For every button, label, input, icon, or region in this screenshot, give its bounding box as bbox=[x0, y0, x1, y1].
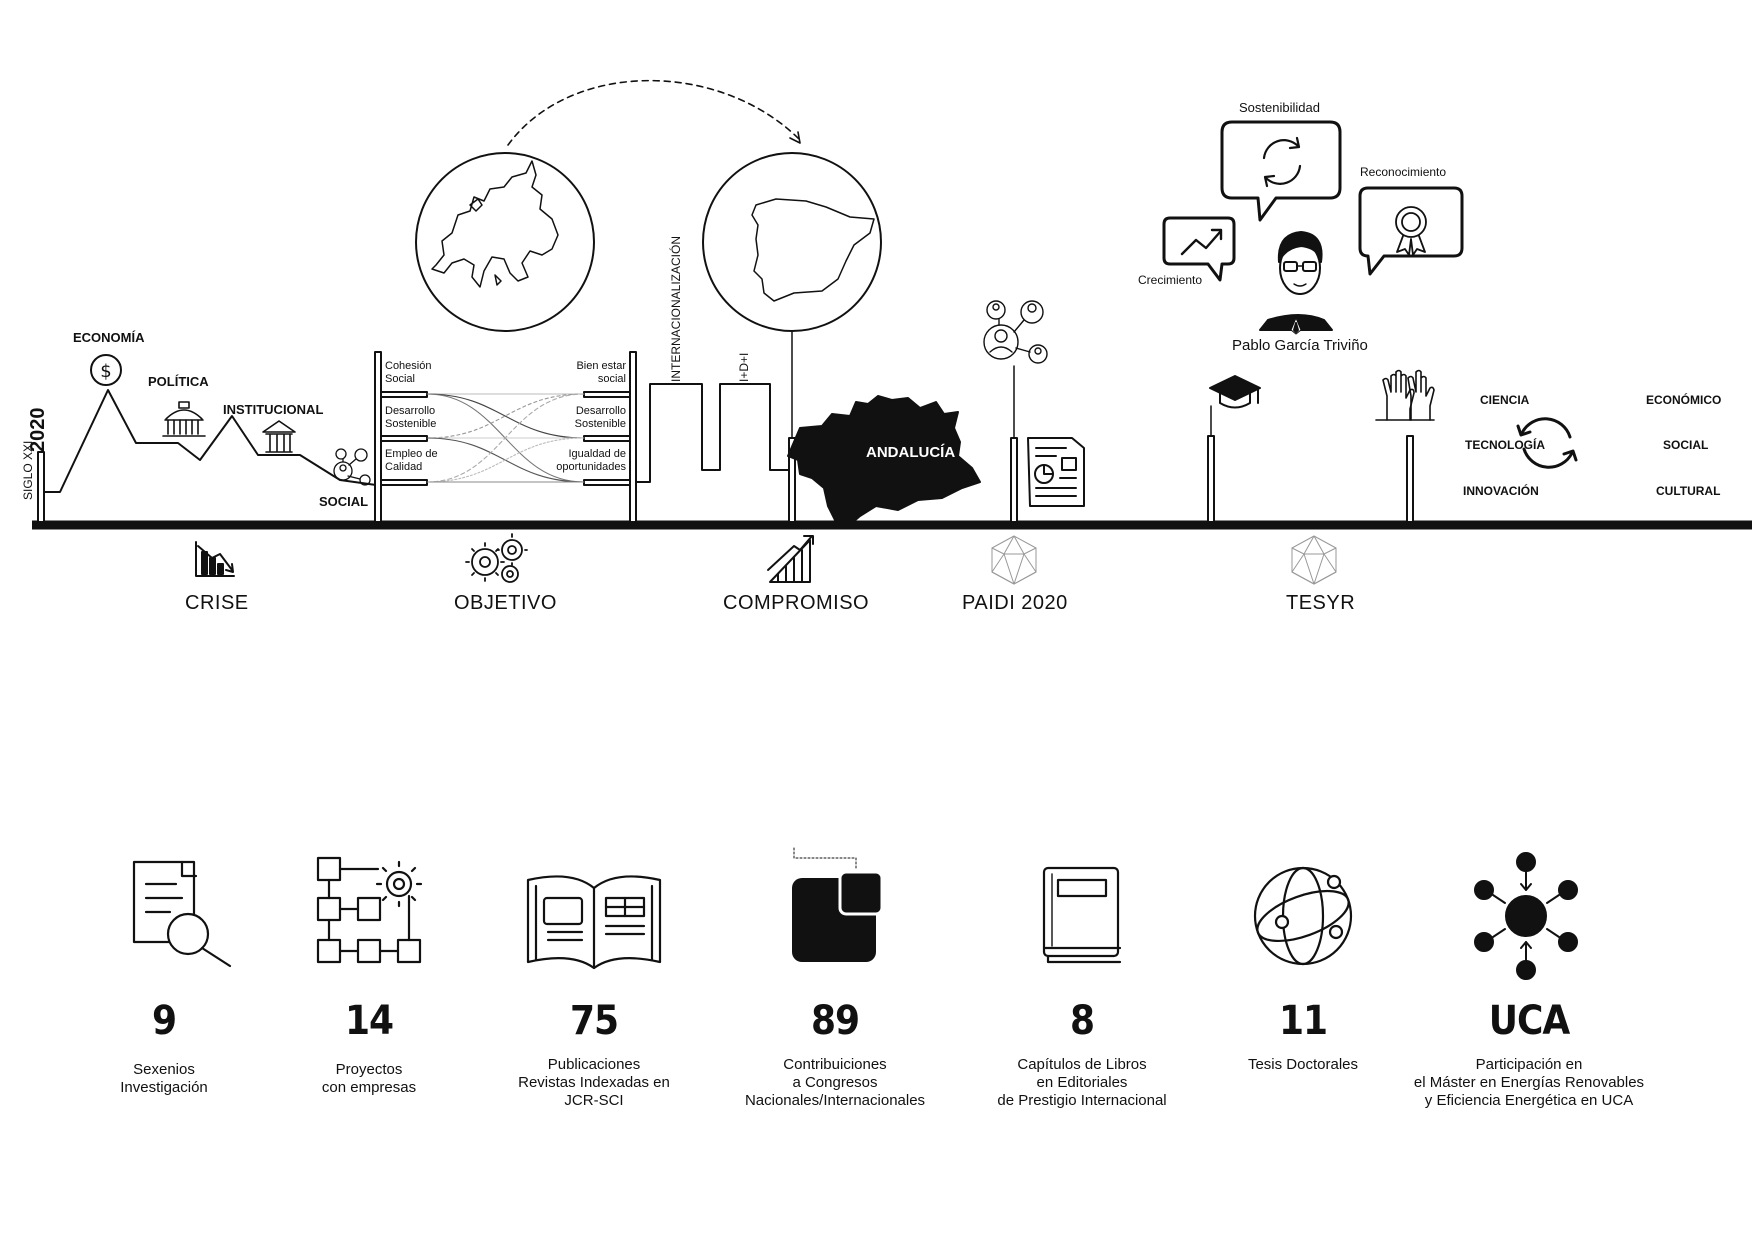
document-search-icon bbox=[132, 860, 232, 968]
award-icon bbox=[1395, 206, 1427, 256]
objective-left-1: Cohesión Social bbox=[385, 360, 432, 385]
pillar-tecnologia: TECNOLOGÍA bbox=[1465, 438, 1545, 452]
social-label: SOCIAL bbox=[319, 494, 369, 509]
spain-circle bbox=[702, 152, 882, 332]
pillar-cultural: CULTURAL bbox=[1656, 484, 1721, 498]
stat-value-publicaciones: 75 bbox=[569, 998, 619, 1044]
step-line bbox=[635, 383, 791, 483]
trend-up-icon bbox=[1180, 228, 1223, 256]
europe-map bbox=[431, 160, 559, 288]
stat-label-proyectos: Proyectos con empresas bbox=[321, 1061, 417, 1096]
dollar-icon: $ bbox=[90, 354, 122, 386]
stat-label-publicaciones: Publicaciones Revistas Indexadas en JCR-… bbox=[518, 1056, 670, 1109]
tesyr-label: TESYR bbox=[1286, 592, 1356, 614]
tesyr-post-right bbox=[1406, 435, 1414, 523]
paidi-post bbox=[1010, 437, 1018, 523]
pillar-ciencia: CIENCIA bbox=[1480, 393, 1530, 407]
bubble-crecimiento bbox=[1162, 216, 1236, 282]
geodesic-sphere-icon bbox=[1291, 535, 1337, 585]
parliament-icon bbox=[162, 401, 206, 437]
person-avatar bbox=[1259, 231, 1333, 335]
objective-right-1: Bien estar social bbox=[576, 360, 626, 385]
andalucia-map bbox=[787, 395, 981, 529]
person-name: Pablo García Triviño bbox=[1232, 337, 1368, 354]
economia-label: ECONOMÍA bbox=[73, 330, 145, 345]
pillar-social: SOCIAL bbox=[1663, 438, 1709, 452]
politica-label: POLÍTICA bbox=[148, 374, 209, 389]
objective-right-3: Igualdad de oportunidades bbox=[556, 448, 626, 473]
squares-icon bbox=[792, 847, 884, 962]
graduation-cap-icon bbox=[1209, 375, 1261, 409]
institucional-label: INSTITUCIONAL bbox=[223, 402, 324, 417]
book-icon bbox=[1042, 866, 1122, 964]
dashed-arc bbox=[507, 79, 801, 146]
objective-connections bbox=[426, 393, 585, 483]
stat-value-uca: UCA bbox=[1488, 998, 1570, 1044]
stat-value-congresos: 89 bbox=[810, 998, 860, 1044]
stat-label-tesis: Tesis Doctorales bbox=[1247, 1056, 1359, 1073]
stat-value-proyectos: 14 bbox=[344, 998, 394, 1044]
sostenibilidad-label: Sostenibilidad bbox=[1239, 100, 1320, 115]
network-icon bbox=[1474, 852, 1578, 980]
idi-label: I+D+I bbox=[737, 352, 751, 382]
internacionalizacion-label: INTERNACIONALIZACIÓN bbox=[669, 235, 683, 382]
stat-label-uca: Participación en el Máster en Energías R… bbox=[1413, 1056, 1645, 1109]
stat-value-tesis: 11 bbox=[1278, 998, 1328, 1044]
gears-icon bbox=[465, 533, 528, 583]
stat-label-congresos: Contribuiciones a Congresos Nacionales/I… bbox=[744, 1056, 926, 1109]
pillar-economico: ECONÓMICO bbox=[1646, 393, 1722, 407]
stat-value-sexenios: 9 bbox=[151, 998, 177, 1044]
stat-value-capitulos: 8 bbox=[1069, 998, 1095, 1044]
crecimiento-label: Crecimiento bbox=[1138, 273, 1203, 287]
compromiso-post bbox=[788, 437, 796, 523]
compromiso-label: COMPROMISO bbox=[723, 592, 870, 614]
objetivo-label: OBJETIVO bbox=[454, 592, 557, 614]
objective-left-2: Desarrollo Sostenible bbox=[385, 405, 437, 430]
crisis-curve bbox=[43, 389, 377, 493]
bubble-reconocimiento bbox=[1358, 186, 1464, 276]
spain-map bbox=[751, 198, 875, 302]
stat-label-sexenios: Sexenios Investigación bbox=[120, 1061, 208, 1096]
stat-label-capitulos: Capítulos de Libros en Editoriales de Pr… bbox=[997, 1056, 1167, 1109]
geodesic-sphere-icon bbox=[991, 535, 1037, 585]
newspaper-icon bbox=[1027, 437, 1085, 507]
crisis-chart-icon bbox=[195, 541, 235, 577]
objective-left-3: Empleo de Calidad bbox=[385, 448, 438, 473]
bubble-sostenibilidad bbox=[1220, 120, 1342, 222]
cycle-icon bbox=[1516, 417, 1578, 469]
svg-text:$: $ bbox=[100, 361, 111, 382]
start-marker bbox=[37, 451, 45, 523]
year-label: 2020 bbox=[27, 407, 49, 453]
andalucia-label: ANDALUCÍA bbox=[866, 444, 956, 461]
objective-right-2: Desarrollo Sostenible bbox=[574, 405, 626, 430]
globe-icon bbox=[1253, 866, 1353, 966]
europe-circle bbox=[415, 152, 595, 332]
flowchart-gear-icon bbox=[316, 856, 423, 964]
raised-hands-icon bbox=[1375, 369, 1435, 421]
arc-arrowhead bbox=[789, 131, 801, 144]
crise-label: CRISE bbox=[185, 592, 249, 614]
paidi-label: PAIDI 2020 bbox=[962, 592, 1068, 614]
growth-chart-icon bbox=[767, 535, 814, 583]
open-book-icon bbox=[526, 875, 662, 970]
people-network-icon bbox=[333, 448, 371, 486]
pillar-innovacion: INNOVACIÓN bbox=[1463, 484, 1539, 498]
people-network-icon bbox=[983, 300, 1048, 364]
reconocimiento-label: Reconocimiento bbox=[1360, 165, 1447, 179]
refresh-icon bbox=[1262, 136, 1302, 188]
institution-icon bbox=[262, 420, 296, 456]
tesyr-post-left bbox=[1207, 435, 1215, 523]
